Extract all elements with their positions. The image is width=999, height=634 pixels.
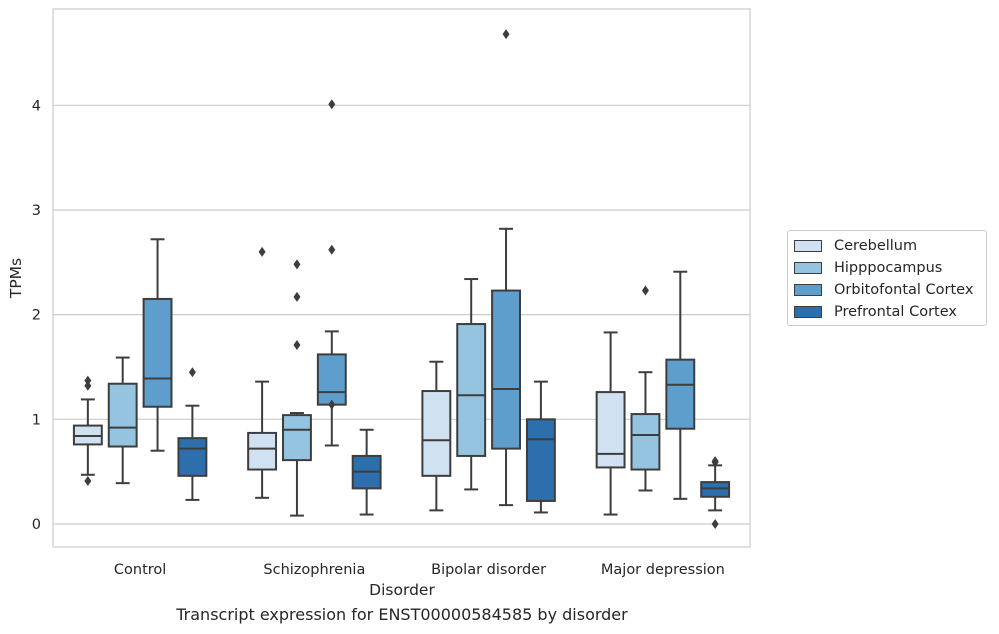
y-tick-label: 0 (32, 517, 41, 533)
box-iqr (177, 437, 208, 477)
box-cerebellum (421, 360, 452, 512)
box-iqr (142, 297, 173, 408)
x-tick-label: Major depression (601, 562, 725, 578)
box-iqr (282, 414, 312, 462)
outlier-point (293, 291, 301, 302)
legend-label: Hipppocampus (834, 260, 943, 276)
outlier-point (711, 518, 719, 529)
legend-item: Hipppocampus (794, 257, 980, 279)
legend-item: Cerebellum (794, 235, 980, 257)
y-tick-label: 2 (32, 308, 41, 324)
box-iqr (700, 481, 731, 498)
plot-area-frame (52, 8, 751, 548)
y-axis-label: TPMs (7, 258, 25, 299)
box-iqr (316, 353, 347, 406)
box-iqr (72, 424, 103, 446)
outlier-point (502, 29, 510, 40)
box-hipppocampus (456, 278, 487, 491)
box-cerebellum (595, 331, 626, 516)
outlier-point (328, 399, 336, 410)
y-tick-label: 4 (32, 98, 41, 114)
y-axis-ticks: 0 1 2 3 4 (32, 98, 41, 533)
box-iqr (665, 358, 696, 430)
x-tick-label: Bipolar disorder (431, 562, 546, 578)
legend-label: Prefrontal Cortex (834, 304, 957, 320)
outlier-point (84, 380, 92, 391)
box-iqr (456, 323, 487, 457)
legend-swatch (794, 240, 822, 252)
box-orbitofontal-cortex (665, 270, 696, 500)
x-axis-ticks: Control Schizophrenia Bipolar disorder Majo… (114, 562, 725, 578)
outlier-point (328, 244, 336, 255)
legend: Cerebellum Hipppocampus Orbitofontal Corte… (787, 230, 987, 326)
legend-swatch (794, 306, 822, 318)
x-tick-label: Control (114, 562, 166, 578)
legend-label: Cerebellum (834, 238, 918, 254)
box-orbitofontal-cortex (491, 29, 521, 507)
y-tick-label: 1 (32, 412, 41, 428)
box-iqr (595, 391, 626, 469)
legend-item: Prefrontal Cortex (794, 301, 980, 323)
x-tick-label: Schizophrenia (263, 562, 365, 578)
outlier-point (711, 456, 719, 467)
box-iqr (525, 418, 556, 502)
box-orbitofontal-cortex (316, 99, 347, 447)
legend-swatch (794, 284, 822, 296)
box-cerebellum (247, 246, 278, 499)
outlier-point (641, 285, 649, 296)
box-prefrontal-cortex (177, 367, 208, 501)
legend-swatch (794, 262, 822, 274)
chart-caption: Transcript expression for ENST0000058458… (176, 605, 628, 624)
box-iqr (491, 289, 521, 450)
outlier-point (258, 246, 266, 257)
box-hipppocampus (630, 285, 661, 492)
box-series (72, 29, 731, 529)
box-cerebellum (72, 375, 103, 487)
box-hipppocampus (282, 259, 312, 517)
box-prefrontal-cortex (525, 380, 556, 514)
box-iqr (107, 382, 138, 448)
box-iqr (421, 390, 452, 477)
box-iqr (630, 413, 661, 471)
legend-label: Orbitofontal Cortex (834, 282, 974, 298)
outlier-point (84, 375, 92, 386)
outlier-point (328, 99, 336, 110)
outlier-point (293, 259, 301, 270)
x-axis-label: Disorder (369, 581, 435, 599)
box-hipppocampus (107, 356, 138, 485)
outlier-point (84, 476, 92, 487)
box-iqr (247, 431, 278, 471)
box-prefrontal-cortex (700, 456, 731, 529)
outlier-point (188, 367, 196, 378)
y-tick-label: 3 (32, 203, 41, 219)
box-prefrontal-cortex (351, 428, 382, 516)
outlier-point (293, 339, 301, 350)
box-orbitofontal-cortex (142, 238, 173, 452)
legend-item: Orbitofontal Cortex (794, 279, 980, 301)
